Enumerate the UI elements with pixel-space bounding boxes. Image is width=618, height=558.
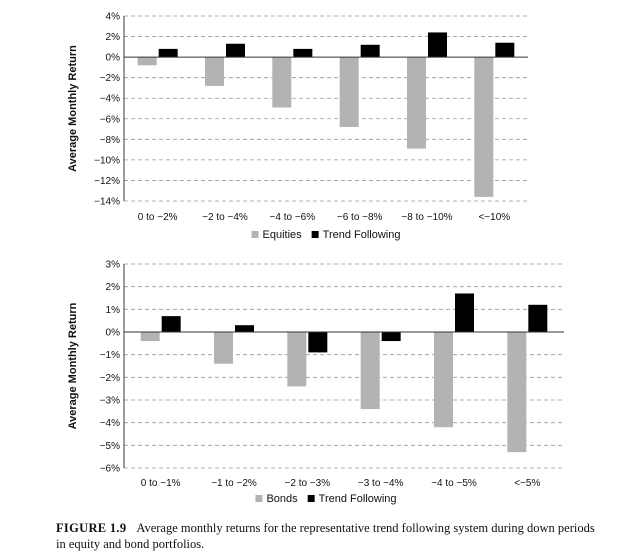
series1-bar — [360, 332, 380, 410]
legend-label: Trend Following — [319, 493, 397, 505]
y-tick-label: −3% — [100, 396, 120, 407]
category-label: −2 to −3% — [285, 478, 331, 489]
legend: Bonds Trend Following — [255, 493, 397, 505]
series2-bar — [226, 43, 245, 58]
series1-bar — [214, 332, 233, 364]
y-tick-label: −4% — [100, 418, 120, 429]
series2-bar — [293, 48, 313, 58]
series2-bar — [528, 304, 548, 332]
series1-bar — [407, 57, 426, 149]
y-tick-label: 4% — [106, 12, 121, 23]
chart-2: 3% 2% 1% 0% −1% −2% −3% −4% −5% −6% 0 to −1% −1 to … — [67, 260, 564, 505]
y-tick-label: 0% — [106, 53, 121, 64]
series1-bar — [507, 332, 527, 453]
y-axis-title: Average Monthly Return — [67, 302, 79, 429]
series2-bar — [381, 332, 401, 342]
category-label: −4 to −6% — [270, 212, 316, 223]
series2-bar — [455, 293, 474, 332]
category-label: <−5% — [514, 478, 540, 489]
y-tick-label: −1% — [100, 350, 120, 361]
legend-label: Bonds — [266, 493, 298, 505]
legend-swatch — [311, 231, 319, 238]
series2-bar — [428, 32, 447, 58]
series2-bar — [495, 42, 515, 58]
caption-text: Average monthly returns for the represen… — [56, 521, 595, 551]
y-tick-label: 0% — [106, 328, 121, 339]
legend: Equities Trend Following — [251, 229, 401, 241]
series1-bar — [339, 57, 359, 127]
series2-bar — [161, 316, 181, 332]
category-label: −6 to −8% — [337, 212, 383, 223]
y-tick-label: 2% — [106, 282, 121, 293]
category-label: −1 to −2% — [211, 478, 257, 489]
series1-bar — [474, 57, 494, 197]
legend-label: Equities — [263, 229, 303, 241]
y-axis-title: Average Monthly Return — [67, 45, 79, 172]
y-tick-label: −14% — [94, 197, 120, 208]
category-label: −3 to −4% — [358, 478, 404, 489]
y-tick-label: −12% — [94, 176, 120, 187]
category-label: 0 to −1% — [141, 478, 181, 489]
y-tick-label: −6% — [100, 464, 120, 475]
y-tick-label: −5% — [100, 441, 120, 452]
series1-bar — [140, 332, 160, 342]
y-tick-label: −4% — [100, 94, 120, 105]
series1-bar — [272, 57, 292, 108]
chart-1: 4% 2% 0% −2% −4% −6% −8% −10% −12% −14% 0 to −2% −2… — [67, 12, 528, 241]
y-tick-label: −10% — [94, 155, 120, 166]
legend-swatch — [307, 495, 315, 502]
y-tick-label: 2% — [106, 32, 121, 43]
y-tick-label: −8% — [100, 135, 120, 146]
series2-bar — [308, 332, 328, 353]
category-label: −4 to −5% — [431, 478, 477, 489]
series1-bar — [434, 332, 453, 428]
legend-swatch — [255, 495, 263, 502]
y-tick-label: −6% — [100, 114, 120, 125]
category-label: −2 to −4% — [202, 212, 248, 223]
figure-label: FIGURE 1.9 — [56, 521, 127, 535]
y-tick-label: −2% — [100, 373, 120, 384]
y-tick-label: 1% — [106, 305, 121, 316]
series2-bar — [235, 325, 254, 332]
series2-bar — [158, 48, 178, 58]
category-label: −8 to −10% — [401, 212, 452, 223]
y-tick-label: −2% — [100, 73, 120, 84]
series2-bar — [360, 44, 380, 58]
series1-bar — [137, 57, 157, 66]
legend-swatch — [251, 231, 259, 238]
figure-caption: FIGURE 1.9 Average monthly returns for th… — [56, 520, 596, 552]
series1-bar — [287, 332, 307, 387]
series1-bar — [205, 57, 224, 86]
y-tick-label: 3% — [106, 260, 121, 271]
category-label: 0 to −2% — [138, 212, 178, 223]
legend-label: Trend Following — [323, 229, 401, 241]
category-label: <−10% — [478, 212, 510, 223]
